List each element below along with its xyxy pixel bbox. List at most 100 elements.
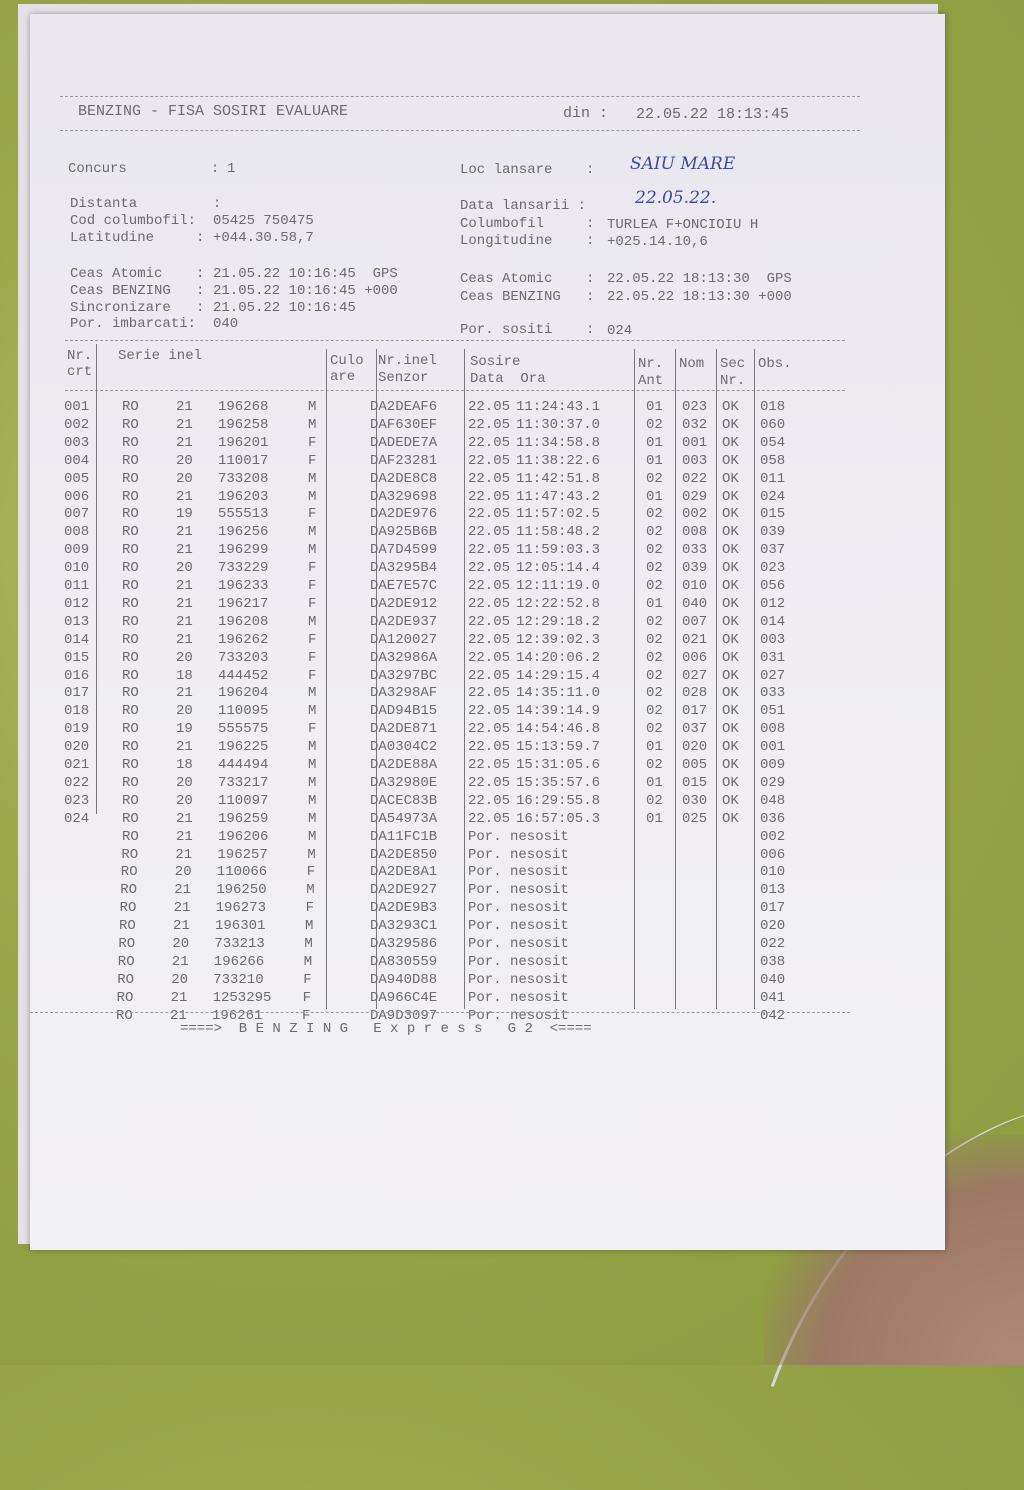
cell-country: RO (116, 1007, 133, 1024)
cell-nom: 003 (682, 452, 708, 469)
cell-sex: F (302, 1007, 311, 1024)
cell-sex: F (306, 864, 316, 881)
cell-sec-nr: OK (722, 757, 739, 773)
cell-obs: 024 (760, 488, 786, 505)
cell-ring-number: 110017 (218, 452, 269, 469)
cell-arrival-time: 15:35:57.6 (516, 774, 601, 791)
cell-nom: 025 (682, 810, 708, 827)
cell-arrival-date: 22.05 (468, 542, 511, 559)
cell-obs: 051 (760, 703, 786, 720)
cell-arrival-date: Por. nesosit (468, 936, 569, 952)
cell-nr-crt: 017 (64, 685, 90, 702)
cell-nr-ant: 01 (646, 452, 663, 469)
cell-sensor-ring: DA3298AF (370, 685, 438, 702)
cell-obs: 011 (760, 470, 786, 487)
table-row: RO 21 196261 F DA9D3097 Por. nesosit 042 (30, 1008, 945, 1025)
cell-sensor-ring: DA940D88 (370, 971, 438, 988)
cell-arrival-date: Por. nesosit (468, 900, 569, 917)
cell-year: 20 (172, 936, 190, 952)
col-senzor: Nr.inel (378, 353, 437, 369)
cell-sensor-ring: DA2DE912 (370, 595, 438, 612)
table-row: 015 RO 20 733203 F DA32986A 22.05 14:20:06.2 02 0… (30, 650, 945, 667)
cell-arrival-time: 11:57:02.5 (516, 506, 601, 523)
cell-obs: 001 (760, 739, 786, 756)
cell-country: RO (117, 971, 134, 988)
cell-ring-number: 555513 (218, 506, 269, 523)
cell-arrival-date: 22.05 (468, 560, 511, 577)
cod-value: 05425 750475 (213, 213, 314, 229)
cell-arrival-time: 12:05:14.4 (516, 560, 601, 577)
cell-nr-crt: 023 (64, 792, 90, 809)
cell-obs: 031 (760, 649, 786, 666)
cell-country: RO (122, 757, 139, 773)
cell-sex: M (308, 792, 317, 809)
cell-nr-crt: 003 (64, 434, 90, 451)
table-row: 012 RO 21 196217 F DA2DE912 22.05 12:22:52.8 01 0… (30, 596, 945, 613)
cell-sex: M (308, 703, 317, 720)
cell-ring-number: 196259 (218, 810, 269, 827)
cell-ring-number: 196206 (218, 828, 269, 845)
cell-arrival-time: 11:38:22.6 (516, 452, 601, 469)
table-row: RO 21 196266 M DA830559 Por. nesosit 038 (30, 954, 945, 971)
cell-nom: 006 (682, 649, 708, 666)
cell-sensor-ring: DA2DE927 (370, 882, 438, 899)
cell-sensor-ring: DA2DE8C8 (370, 470, 438, 487)
cell-ring-number: 196273 (215, 900, 267, 917)
table-row: 002 RO 21 196258 M DAF630EF 22.05 11:30:37.0 02 0… (30, 417, 945, 434)
cell-country: RO (122, 703, 139, 720)
cell-nom: 020 (682, 739, 708, 756)
cell-sensor-ring: DA0304C2 (370, 739, 438, 756)
cell-year: 21 (170, 989, 188, 1006)
cell-obs: 010 (760, 864, 786, 881)
cell-sensor-ring: DA32980E (370, 774, 438, 791)
cell-sensor-ring: DA11FC1B (370, 828, 438, 845)
cell-sex: F (308, 578, 317, 594)
lat-value: +044.30.58,7 (213, 230, 314, 246)
ceas-benzing-2-label: Ceas BENZING : (460, 289, 595, 305)
cell-sec-nr: OK (722, 452, 739, 469)
cell-sensor-ring: DACEC83B (370, 792, 438, 809)
ceas-benzing-2-value: 22.05.22 18:13:30 +000 (607, 289, 792, 305)
table-row: 018 RO 20 110095 M DAD94B15 22.05 14:39:14.9 02 0… (30, 703, 945, 720)
cell-arrival-date: 22.05 (468, 595, 511, 612)
cell-sec-nr: OK (722, 739, 739, 756)
cell-sex: F (308, 649, 317, 666)
report-title: BENZING - FISA SOSIRI EVALUARE (78, 103, 349, 120)
ceas-atomic-2-label: Ceas Atomic : (460, 271, 595, 287)
cell-nr-ant: 02 (646, 560, 663, 577)
table-row: 010 RO 20 733229 F DA3295B4 22.05 12:05:14.4 02 0… (30, 560, 945, 577)
cell-ring-number: 110095 (218, 703, 269, 720)
cell-nr-crt: 008 (64, 524, 90, 541)
cell-nom: 023 (682, 399, 708, 415)
cell-country: RO (122, 524, 139, 541)
concurs-label: Concurs : (68, 161, 220, 177)
cell-sex: M (308, 685, 317, 702)
cell-arrival-time: 14:29:15.4 (516, 667, 601, 684)
cell-nr-ant: 01 (646, 399, 663, 415)
cell-year: 21 (176, 613, 193, 630)
cell-nr-ant: 02 (646, 578, 663, 594)
cell-sensor-ring: DA2DE976 (370, 506, 438, 523)
cell-nr-ant: 02 (646, 757, 663, 773)
cell-year: 20 (174, 864, 192, 881)
cell-obs: 039 (760, 524, 786, 541)
cell-arrival-date: 22.05 (468, 506, 511, 523)
col-senzor-2: Senzor (378, 370, 429, 386)
cell-nom: 037 (682, 721, 708, 738)
cell-year: 20 (176, 560, 193, 577)
cell-nr-crt: 022 (64, 774, 90, 791)
col-culoare-2: are (330, 369, 356, 385)
cell-country: RO (122, 721, 139, 738)
cell-arrival-date: 22.05 (468, 434, 511, 451)
cell-ring-number: 196250 (216, 882, 267, 899)
din-label: din : (563, 105, 609, 122)
cell-sensor-ring: DAF23281 (370, 452, 438, 469)
cell-ring-number: 196262 (218, 631, 269, 648)
cell-sec-nr: OK (722, 399, 739, 415)
cell-sex: M (308, 470, 317, 487)
cell-country: RO (122, 578, 139, 594)
table-row: RO 21 196301 M DA3293C1 Por. nesosit 020 (30, 918, 945, 935)
cell-country: RO (120, 882, 137, 899)
columbofil-value: TURLEA F+ONCIOIU H (607, 217, 759, 233)
cell-sensor-ring: DA54973A (370, 810, 438, 827)
